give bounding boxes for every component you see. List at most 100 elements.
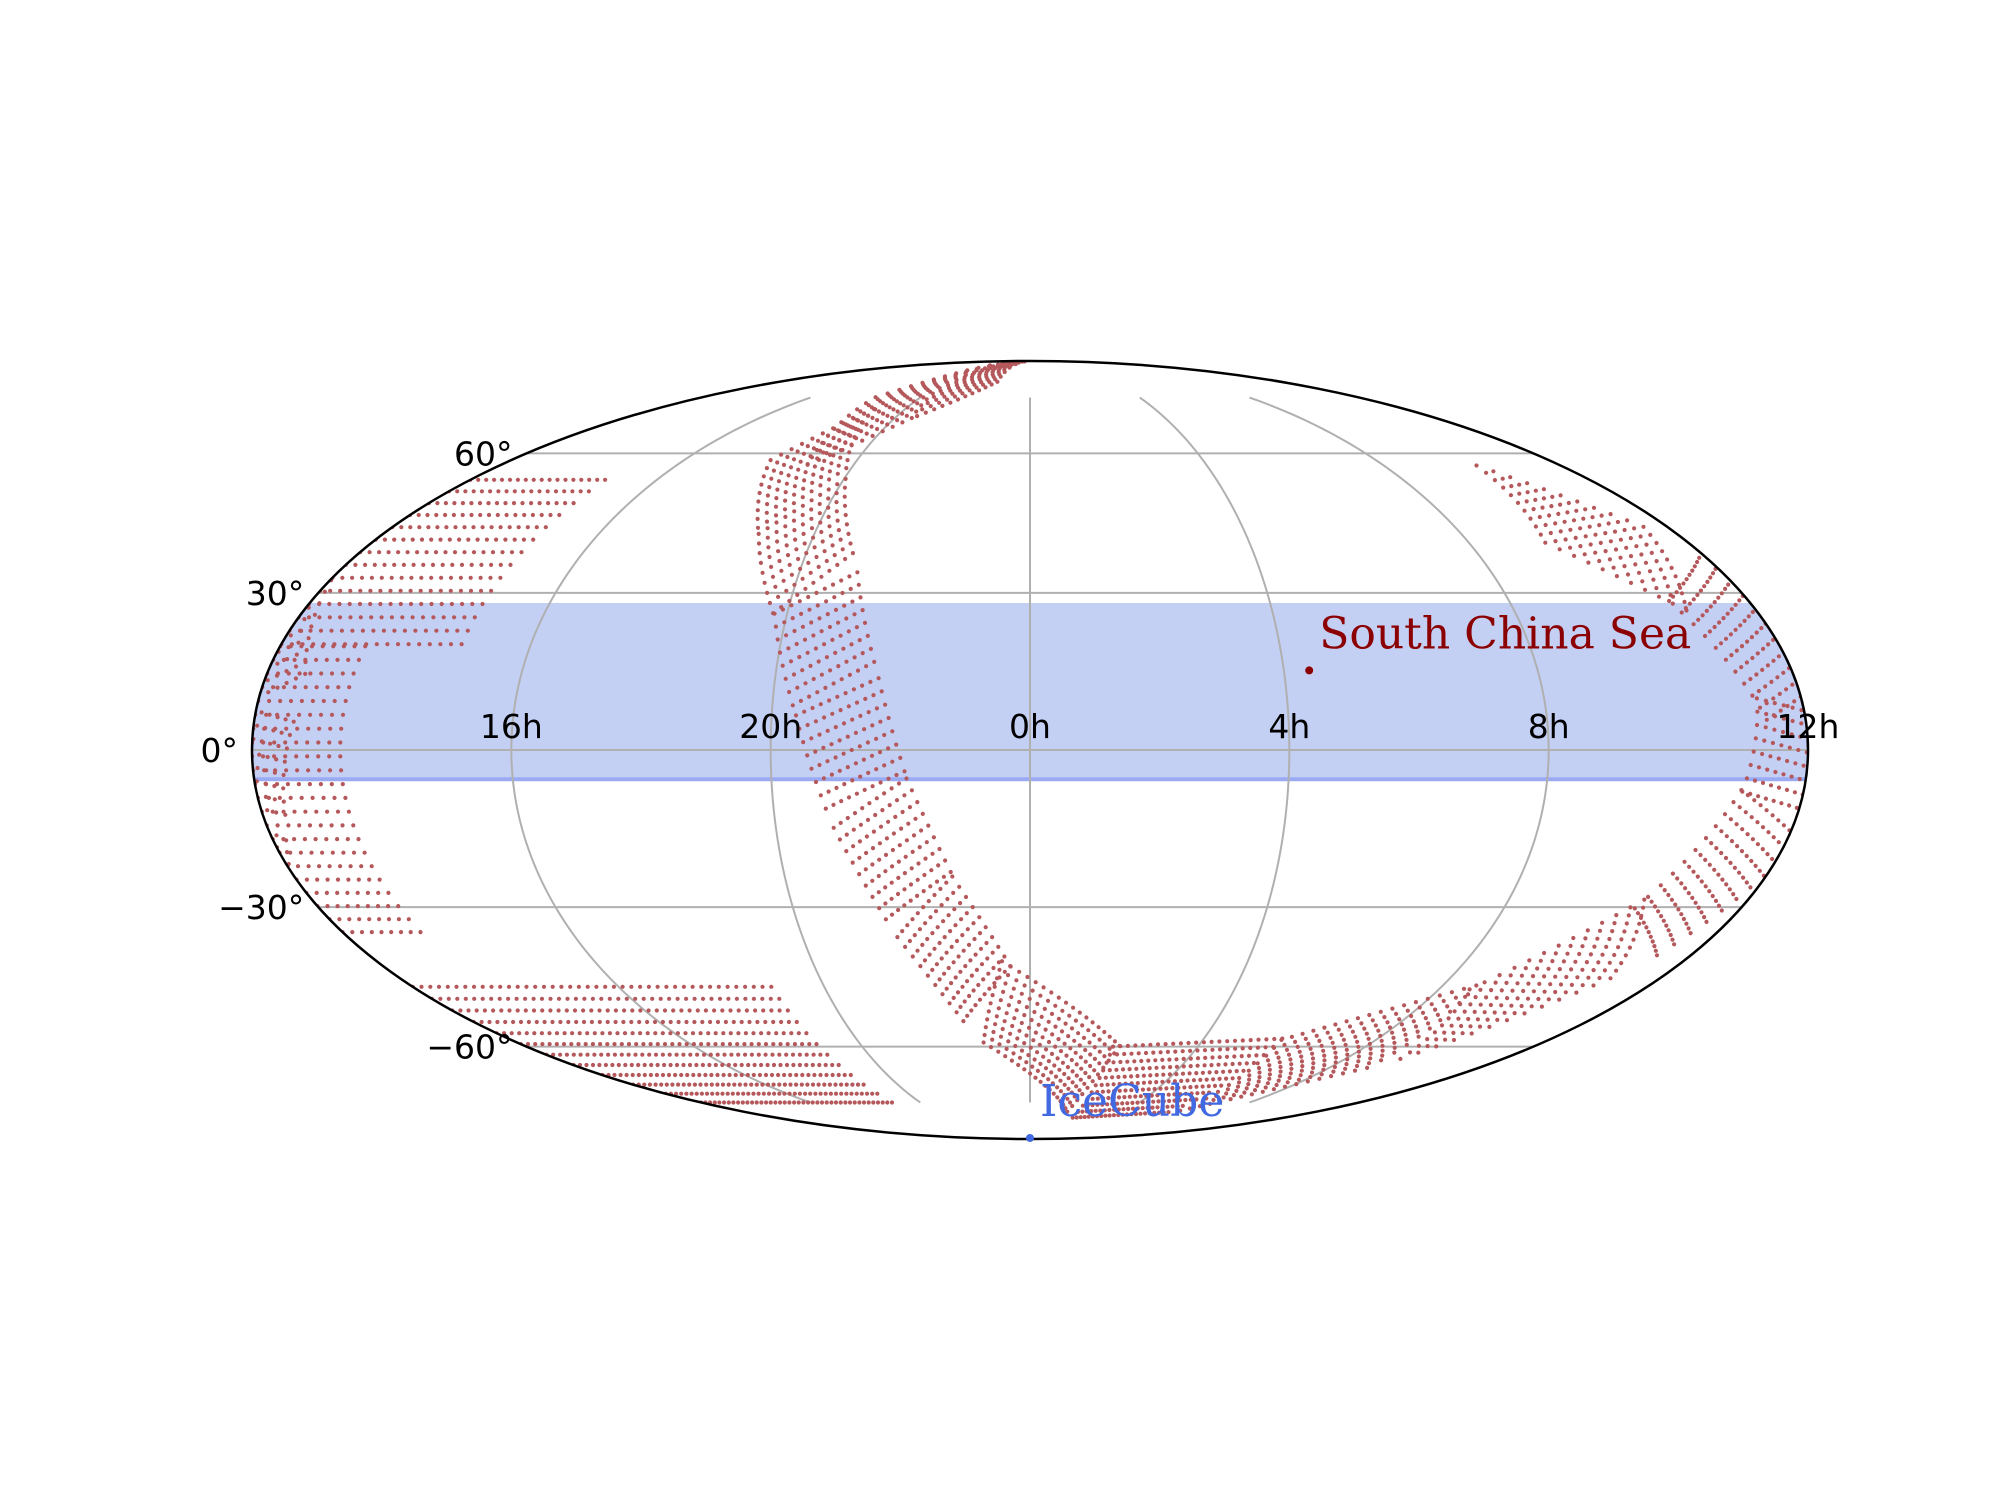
source-marker [1026, 1134, 1034, 1142]
sky-band-point [1050, 1032, 1055, 1037]
sky-band-point [1276, 1078, 1281, 1083]
sky-band-point [1160, 1104, 1165, 1110]
sky-band-point [765, 1062, 770, 1068]
sky-band-point [1242, 1090, 1247, 1095]
sky-band-point [650, 996, 655, 1001]
sky-band-point [1058, 1089, 1063, 1094]
sky-band-point [452, 615, 457, 620]
sky-band-point [425, 512, 430, 518]
sky-band-point [883, 901, 888, 906]
sky-band-point [910, 849, 915, 855]
sky-band-point [1702, 584, 1707, 589]
sky-band-point [1404, 1037, 1409, 1042]
sky-band-point [1125, 1059, 1130, 1064]
sky-band-point [579, 477, 584, 482]
sky-band-point [1777, 691, 1782, 697]
sky-band-point [1090, 1020, 1095, 1025]
sky-band-point [793, 537, 798, 542]
sky-band-point [910, 917, 915, 922]
sky-band-point [327, 601, 332, 607]
sky-band-point [524, 1031, 529, 1036]
sky-band-point [1776, 756, 1781, 761]
sky-band-point [749, 1042, 754, 1047]
sky-band-point [1014, 1008, 1019, 1013]
sky-band-point [1540, 505, 1545, 510]
sky-band-point [699, 1042, 704, 1047]
sky-band-point [539, 512, 544, 518]
sky-band-point [932, 407, 937, 412]
sky-band-point [515, 477, 521, 482]
sky-band-point [700, 996, 706, 1001]
sky-band-point [1487, 1024, 1492, 1029]
sky-band-point [977, 997, 983, 1002]
sky-band-point [848, 586, 853, 592]
sky-band-point [478, 575, 483, 580]
sky-band-point [303, 809, 308, 814]
sky-band-point [1009, 994, 1014, 1000]
sky-band-point [901, 403, 906, 408]
sky-band-point [1392, 1040, 1397, 1045]
sky-band-point [1656, 594, 1662, 599]
sky-band-point [802, 478, 807, 483]
sky-band-point [1378, 1009, 1383, 1014]
sky-band-point [904, 413, 909, 418]
sky-band-point [466, 1008, 471, 1013]
sky-band-point [1322, 1063, 1327, 1068]
sky-band-point [355, 904, 360, 909]
sky-band-point [1758, 803, 1763, 808]
sky-band-point [822, 1082, 827, 1087]
sky-band-point [852, 612, 857, 617]
sky-band-point [1700, 613, 1705, 618]
sky-band-point [1633, 562, 1638, 567]
sky-band-point [897, 387, 902, 392]
sky-band-point [802, 541, 807, 546]
sky-band-point [1368, 1056, 1373, 1061]
sky-band-point [577, 1031, 582, 1036]
sky-band-point [1241, 1068, 1246, 1073]
sky-band-point [1399, 1022, 1404, 1027]
sky-band-point [508, 562, 513, 568]
sky-band-point [1030, 1064, 1035, 1069]
sky-band-point [994, 1014, 999, 1019]
sky-band-point [898, 401, 903, 406]
sky-band-point [1626, 913, 1631, 918]
sky-band-point [852, 655, 857, 660]
sky-band-point [751, 984, 756, 989]
sky-band-point [1102, 1108, 1107, 1113]
sky-band-point [845, 765, 850, 770]
sky-band-point [352, 644, 357, 649]
sky-band-point [827, 524, 832, 529]
sky-band-point [585, 984, 590, 989]
sky-band-point [706, 1031, 711, 1036]
sky-band-point [819, 529, 824, 535]
sky-band-point [720, 1082, 726, 1087]
sky-band-point [825, 1052, 830, 1057]
sky-band-point [747, 1019, 752, 1025]
sky-band-point [857, 1100, 862, 1105]
sky-band-point [833, 1082, 838, 1087]
sky-band-point [1568, 943, 1573, 949]
sky-band-point [1140, 1066, 1146, 1071]
sky-band-point [509, 1031, 514, 1036]
sky-band-point [1299, 1059, 1305, 1064]
sky-band-point [944, 986, 949, 991]
sky-band-point [1158, 1050, 1163, 1055]
sky-band-point [773, 624, 779, 629]
sky-band-point [764, 510, 769, 515]
sky-band-point [817, 511, 822, 516]
sky-band-point [1581, 516, 1586, 521]
sky-band-point [907, 805, 913, 810]
sky-band-point [488, 489, 493, 494]
sky-band-point [766, 1091, 772, 1096]
sky-band-point [489, 525, 494, 530]
sky-band-point [1129, 1112, 1134, 1117]
sky-band-point [908, 882, 914, 887]
sky-band-point [1134, 1087, 1140, 1092]
sky-band-point [809, 498, 814, 503]
sky-band-point [703, 1008, 709, 1013]
sky-band-point [265, 808, 270, 813]
sky-band-point [833, 650, 838, 656]
sky-band-point [1731, 892, 1736, 897]
sky-band-point [267, 712, 272, 717]
sky-band-point [1553, 951, 1558, 956]
